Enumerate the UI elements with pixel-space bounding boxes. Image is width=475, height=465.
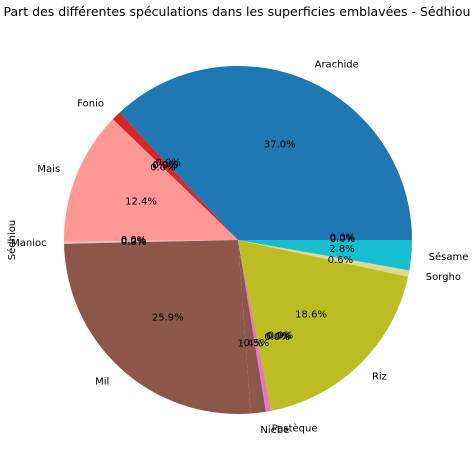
pct-label-zero-6: 0.0% [266, 331, 291, 342]
pct-label-fonio: 0.9% [152, 160, 177, 171]
slice-label-niebe: Niebe [260, 425, 289, 436]
pie-slice-sorgho [238, 240, 410, 277]
pie-slice-manioc [64, 240, 238, 244]
pct-label-zero-4: 0.0% [121, 237, 146, 248]
slice-label-sesame: Sésame [429, 251, 469, 263]
pct-label-niebe: 1.4% [238, 339, 263, 350]
slice-label-pasteque: Pastèque [272, 422, 318, 434]
pct-label-sorgho: 0.6% [328, 255, 353, 266]
slice-label-manioc: Manioc [11, 238, 47, 249]
pct-label-pasteque: 0.5% [244, 338, 269, 349]
pie-slice-mil [64, 240, 251, 414]
pct-label-zero-2: 0.0% [150, 162, 175, 173]
chart-title: Part des différentes spéculations dans l… [4, 4, 471, 19]
slice-label-sorgho: Sorgho [426, 272, 461, 283]
pie-labels: Arachide 37.0% Fonio 0.9% Mais 12.4% Manioc 0.2… [11, 60, 468, 436]
pie-slice-riz [238, 240, 409, 411]
slice-label-fonio: Fonio [77, 98, 104, 109]
pct-label-zero-5: 0.0% [264, 332, 289, 343]
pct-label-sesame: 2.8% [329, 244, 354, 255]
pct-label-zero-3: 0.0% [121, 235, 146, 246]
pct-label-arachide: 37.0% [264, 139, 296, 150]
pct-label-zero-8: 0.0% [330, 234, 355, 245]
pct-label-zero-1: 0.0% [153, 160, 178, 171]
pct-label-manioc: 0.2% [121, 237, 146, 248]
pie-slice-fonio [112, 112, 238, 240]
pct-label-riz: 18.6% [295, 310, 327, 321]
y-axis-label: Sédhiou [6, 220, 18, 260]
pie-slice-arachide [119, 66, 413, 240]
slice-label-riz: Riz [372, 372, 387, 383]
pct-label-mais: 12.4% [125, 196, 157, 207]
slice-label-mais: Mais [37, 164, 60, 175]
pct-label-zero-9: 0.0% [330, 232, 355, 243]
pct-label-mil: 25.9% [152, 312, 184, 323]
pct-label-zero-0: 0.0% [155, 157, 180, 168]
pie-slice-sesame [238, 240, 412, 271]
slice-label-arachide: Arachide [315, 60, 359, 71]
pie-slice-mais [64, 119, 238, 242]
slice-label-mil: Mil [95, 377, 109, 388]
pie-slices [64, 66, 413, 414]
pie-slice-niebe [238, 240, 266, 414]
pie-slice-pasteque [238, 240, 272, 412]
pct-label-zero-7: 0.0% [268, 330, 293, 341]
